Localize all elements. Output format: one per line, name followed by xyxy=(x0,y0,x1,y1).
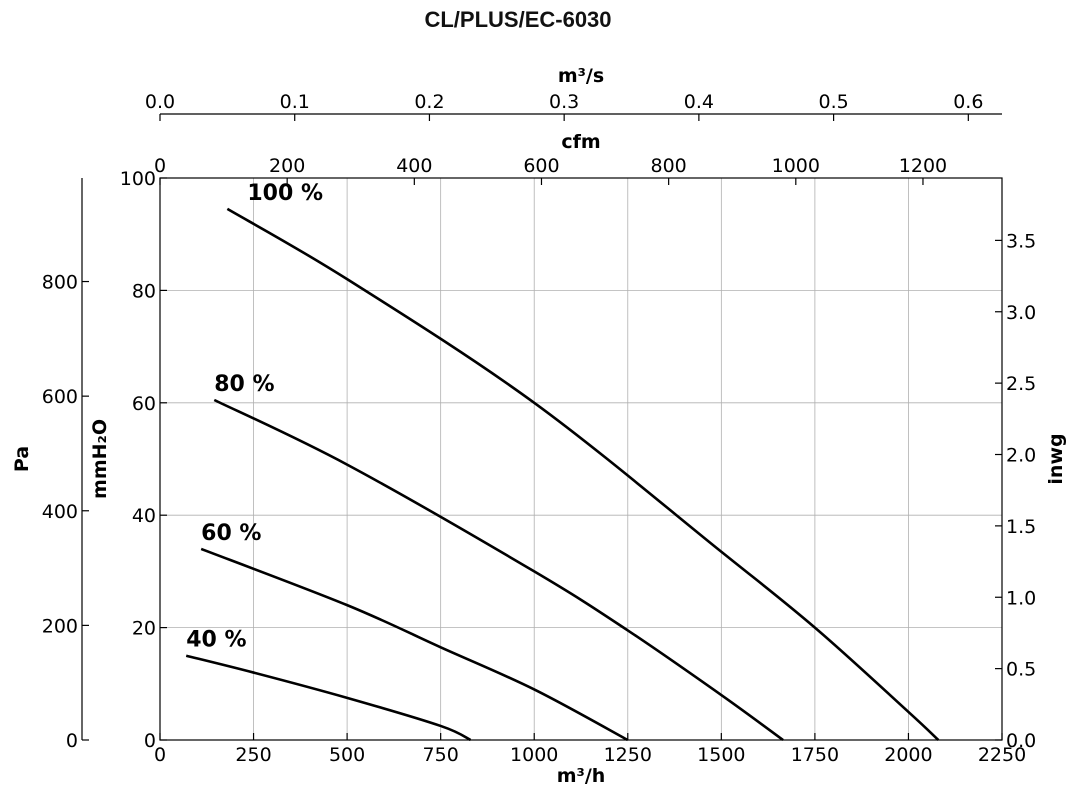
cfm-tick-label: 0 xyxy=(154,155,166,177)
m3s-tick-label: 0.4 xyxy=(684,91,714,113)
chart-title: CL/PLUS/EC-6030 xyxy=(424,7,611,32)
x-tick-label: 1500 xyxy=(697,744,745,766)
x-tick-label: 500 xyxy=(329,744,365,766)
curve-60-percent xyxy=(200,547,629,742)
cfm-tick-label: 1200 xyxy=(899,155,947,177)
inwg-tick-label: 1.0 xyxy=(1006,587,1036,609)
pa-tick-label: 800 xyxy=(42,272,78,294)
curve-label: 40 % xyxy=(186,628,246,653)
y-tick-label: 20 xyxy=(132,618,156,640)
x-tick-label: 2000 xyxy=(884,744,932,766)
m3s-tick-label: 0.1 xyxy=(280,91,310,113)
x-tick-label: 250 xyxy=(235,744,271,766)
x-tick-label: 0 xyxy=(154,744,166,766)
m3s-tick-label: 0.2 xyxy=(414,91,444,113)
x-tick-label: 2250 xyxy=(978,744,1026,766)
curve-100-percent xyxy=(226,207,940,741)
cfm-tick-label: 1000 xyxy=(772,155,820,177)
pa-tick-label: 600 xyxy=(42,386,78,408)
inwg-tick-label: 2.5 xyxy=(1006,373,1036,395)
curve-label: 100 % xyxy=(247,181,323,206)
y-tick-label: 60 xyxy=(132,393,156,415)
inwg-tick-label: 0.0 xyxy=(1006,730,1036,752)
pa-tick-label: 0 xyxy=(66,730,78,752)
m3s-tick-label: 0.5 xyxy=(818,91,848,113)
cfm-axis-label: cfm xyxy=(561,131,600,153)
x-axis-label: m³/h xyxy=(557,765,606,787)
m3s-tick-label: 0.0 xyxy=(145,91,175,113)
curve-80-percent xyxy=(213,398,784,742)
performance-curves: 100 % 80 % 60 % 40 % xyxy=(185,181,940,742)
grid-lines xyxy=(160,178,1002,740)
m3s-tick-label: 0.6 xyxy=(953,91,983,113)
cfm-tick-label: 400 xyxy=(396,155,432,177)
inwg-axis-label: inwg xyxy=(1045,433,1067,484)
y-tick-label: 80 xyxy=(132,280,156,302)
cfm-tick-label: 800 xyxy=(651,155,687,177)
plot-frame xyxy=(159,177,1003,741)
curve-40-percent xyxy=(185,654,472,742)
pa-tick-label: 200 xyxy=(42,615,78,637)
inwg-tick-label: 3.0 xyxy=(1006,302,1036,324)
x-tick-label: 1750 xyxy=(791,744,839,766)
pa-axis-label: Pa xyxy=(11,446,33,472)
cfm-tick-label: 200 xyxy=(269,155,305,177)
cfm-tick-label: 600 xyxy=(523,155,559,177)
y-tick-label: 100 xyxy=(120,168,156,190)
y-axis-label: mmH₂O xyxy=(89,419,111,499)
curve-label: 60 % xyxy=(201,521,261,546)
x-tick-label: 1000 xyxy=(510,744,558,766)
y-tick-label: 0 xyxy=(144,730,156,752)
inwg-tick-label: 2.0 xyxy=(1006,445,1036,467)
inwg-tick-label: 3.5 xyxy=(1006,230,1036,252)
chart-axes: 0 250 500 750 1000 1250 1500 1750 2000 2250m³/h02… xyxy=(11,65,1067,787)
m3s-tick-label: 0.3 xyxy=(549,91,579,113)
x-tick-label: 750 xyxy=(423,744,459,766)
x-tick-label: 1250 xyxy=(604,744,652,766)
inwg-tick-label: 1.5 xyxy=(1006,516,1036,538)
curve-label: 80 % xyxy=(214,372,274,397)
m3s-axis-label: m³/s xyxy=(558,65,604,87)
y-tick-label: 40 xyxy=(132,505,156,527)
pa-tick-label: 400 xyxy=(42,501,78,523)
inwg-tick-label: 0.5 xyxy=(1006,659,1036,681)
